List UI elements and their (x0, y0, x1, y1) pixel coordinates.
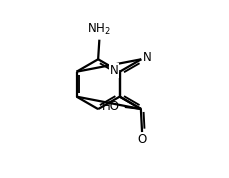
Text: NH$_2$: NH$_2$ (87, 22, 111, 37)
Text: O: O (137, 133, 146, 146)
Text: N: N (142, 51, 151, 64)
Text: N: N (109, 64, 118, 77)
Text: HO: HO (102, 100, 120, 113)
